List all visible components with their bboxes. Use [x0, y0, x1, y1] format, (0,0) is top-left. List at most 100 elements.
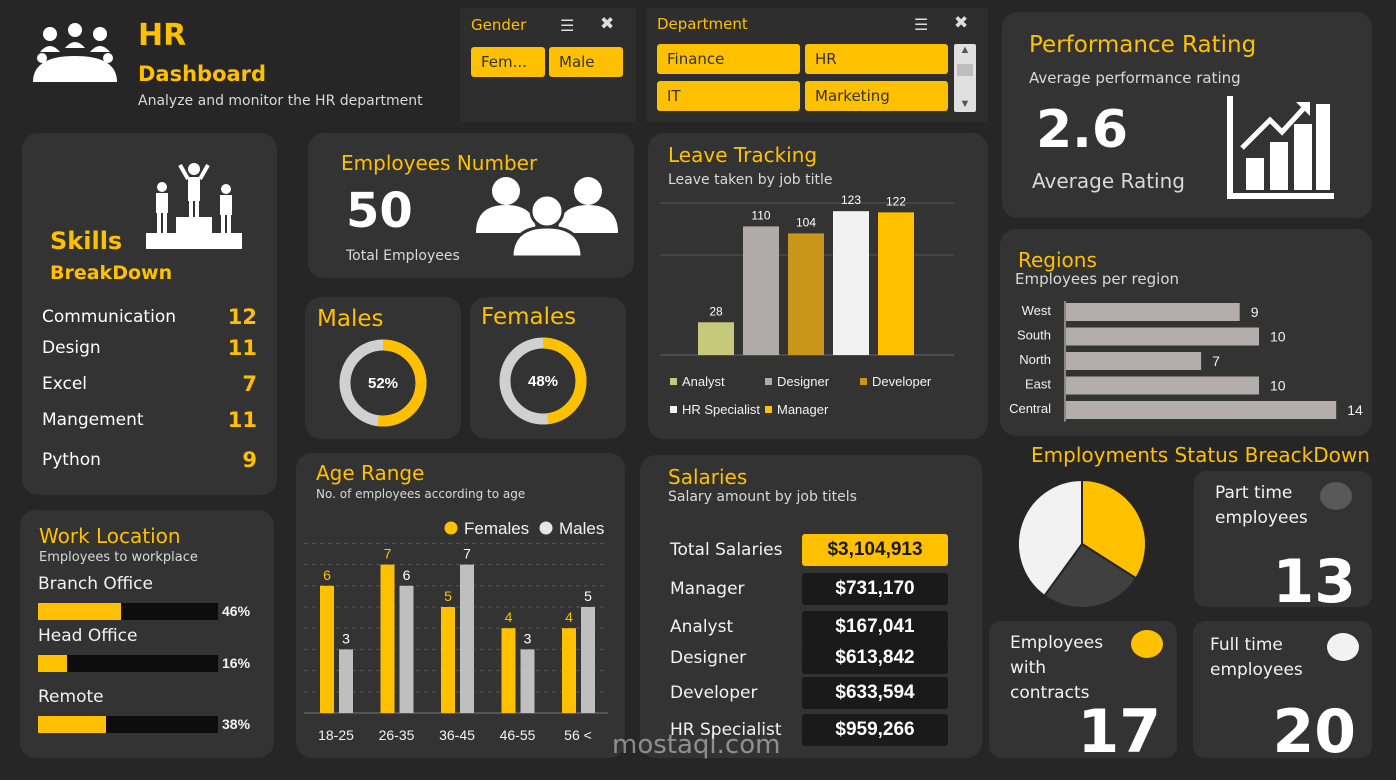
salary-value: $633,594: [802, 677, 948, 709]
age-legend-marker: [539, 521, 553, 535]
full-time-value: 20: [1272, 697, 1357, 767]
leave-bar-label: 110: [751, 208, 770, 222]
leave-subtitle: Leave taken by job title: [668, 172, 833, 188]
gender-option-female[interactable]: Fem...: [471, 47, 545, 77]
age-category-label: 46-55: [500, 727, 536, 743]
status-pie-slice: [1042, 542, 1138, 609]
skills-title: Skills: [50, 227, 123, 255]
department-option-finance[interactable]: Finance: [657, 44, 800, 74]
part-time-tile: Part time employees 13: [1194, 471, 1372, 617]
multi-select-icon[interactable]: ☰: [560, 18, 575, 35]
age-bar-label: 6: [323, 567, 331, 583]
salary-row: Manager $731,170: [670, 573, 960, 605]
skill-row: Design 11: [42, 336, 257, 366]
regions-bar: [1066, 327, 1259, 346]
work-location-card: Work Location Employees to workplace Bra…: [20, 510, 274, 758]
regions-value-label: 9: [1251, 304, 1259, 320]
work-location-bar-track: [38, 655, 218, 672]
skill-value: 7: [242, 372, 257, 396]
salary-label: Developer: [670, 683, 758, 703]
age-bar-label: 4: [505, 609, 513, 625]
age-category-label: 56 <: [564, 727, 592, 743]
full-time-tile: Full time employees 20: [1193, 621, 1372, 767]
department-option-marketing[interactable]: Marketing: [805, 81, 948, 111]
males-percent: 52%: [367, 375, 399, 392]
skill-label: Communication: [42, 307, 176, 327]
full-time-label: Full time employees: [1210, 635, 1303, 680]
age-title: Age Range: [316, 461, 425, 485]
salary-row: Developer $633,594: [670, 677, 960, 709]
bar-chart-growth-icon: [1226, 96, 1334, 205]
department-slicer: Department ☰ ✖ Finance HR IT Marketing ▲…: [646, 8, 988, 122]
leave-bar-label: 28: [709, 304, 723, 318]
leave-legend-label: Analyst: [682, 374, 725, 389]
performance-value-label: Average Rating: [1032, 169, 1185, 193]
gender-slicer: Gender ☰ ✖ Fem... Male: [460, 8, 636, 122]
leave-bar-label: 104: [796, 215, 816, 229]
work-location-label: Head Office: [38, 626, 138, 646]
leave-legend-swatch: [860, 378, 867, 385]
age-bar-label: 3: [342, 630, 350, 646]
regions-card: Regions Employees per region West 9 South 1…: [1000, 229, 1372, 436]
females-donut-arc: [499, 337, 587, 425]
contracts-dot: [1131, 630, 1163, 658]
group-people-icon: [476, 175, 618, 262]
skill-label: Mangement: [42, 410, 144, 430]
status-title: Employments Status BreackDown: [1031, 443, 1370, 467]
work-location-bar-track: [38, 716, 218, 733]
females-percent: 48%: [527, 373, 559, 390]
salary-total-value: $3,104,913: [802, 534, 948, 566]
leave-legend-label: Designer: [777, 374, 830, 389]
slicer-scrollbar[interactable]: ▲ ▼: [954, 44, 976, 112]
males-card: Males 52%: [305, 297, 461, 439]
gender-option-male[interactable]: Male: [549, 47, 623, 77]
work-location-label: Remote: [38, 687, 104, 707]
age-legend-label: Males: [559, 519, 604, 538]
regions-subtitle: Employees per region: [1015, 270, 1179, 288]
full-time-dot: [1327, 633, 1359, 661]
age-bar-label: 3: [524, 630, 532, 646]
clear-filter-icon[interactable]: ✖: [954, 13, 969, 32]
age-legend-label: Females: [464, 519, 529, 538]
age-bar-label: 4: [565, 609, 573, 625]
age-bar-label: 5: [444, 588, 452, 604]
regions-category-label: West: [1022, 303, 1052, 318]
work-location-percent: 16%: [222, 655, 251, 671]
scroll-up-icon[interactable]: ▲: [959, 44, 971, 56]
salaries-card: Salaries Salary amount by job titels Tot…: [640, 455, 982, 758]
leave-bar: [788, 233, 824, 355]
performance-title: Performance Rating: [1029, 32, 1257, 58]
leave-bar-label: 122: [886, 194, 906, 208]
multi-select-icon[interactable]: ☰: [914, 17, 929, 34]
regions-category-label: East: [1025, 377, 1051, 392]
age-bar: [460, 564, 474, 713]
skill-label: Excel: [42, 374, 88, 394]
regions-value-label: 10: [1270, 329, 1286, 345]
age-bar-label: 6: [403, 567, 411, 583]
salary-label: Designer: [670, 648, 747, 668]
department-option-hr[interactable]: HR: [805, 44, 948, 74]
salary-row: Designer $613,842: [670, 642, 960, 674]
skill-value: 11: [227, 336, 257, 360]
leave-legend-swatch: [670, 378, 677, 385]
regions-bar: [1066, 401, 1337, 419]
work-location-subtitle: Employees to workplace: [39, 550, 198, 565]
department-option-it[interactable]: IT: [657, 81, 800, 111]
scroll-down-icon[interactable]: ▼: [959, 98, 971, 110]
age-category-label: 36-45: [439, 727, 475, 743]
app-title-2: Dashboard: [138, 62, 267, 86]
podium-people-icon: [146, 161, 242, 254]
leave-card: Leave Tracking Leave taken by job title …: [648, 133, 988, 439]
regions-category-label: South: [1017, 328, 1051, 343]
clear-filter-icon[interactable]: ✖: [600, 14, 615, 33]
leave-legend-label: Developer: [872, 374, 932, 389]
age-bar: [501, 628, 516, 713]
skill-row: Mangement 11: [42, 408, 257, 438]
age-bar: [441, 607, 455, 713]
age-legend-marker: [444, 521, 458, 535]
leave-legend-label: Manager: [777, 402, 829, 417]
regions-value-label: 7: [1212, 353, 1220, 369]
department-slicer-label: Department: [657, 15, 748, 33]
age-bar: [520, 649, 535, 713]
employees-title: Employees Number: [341, 151, 538, 175]
